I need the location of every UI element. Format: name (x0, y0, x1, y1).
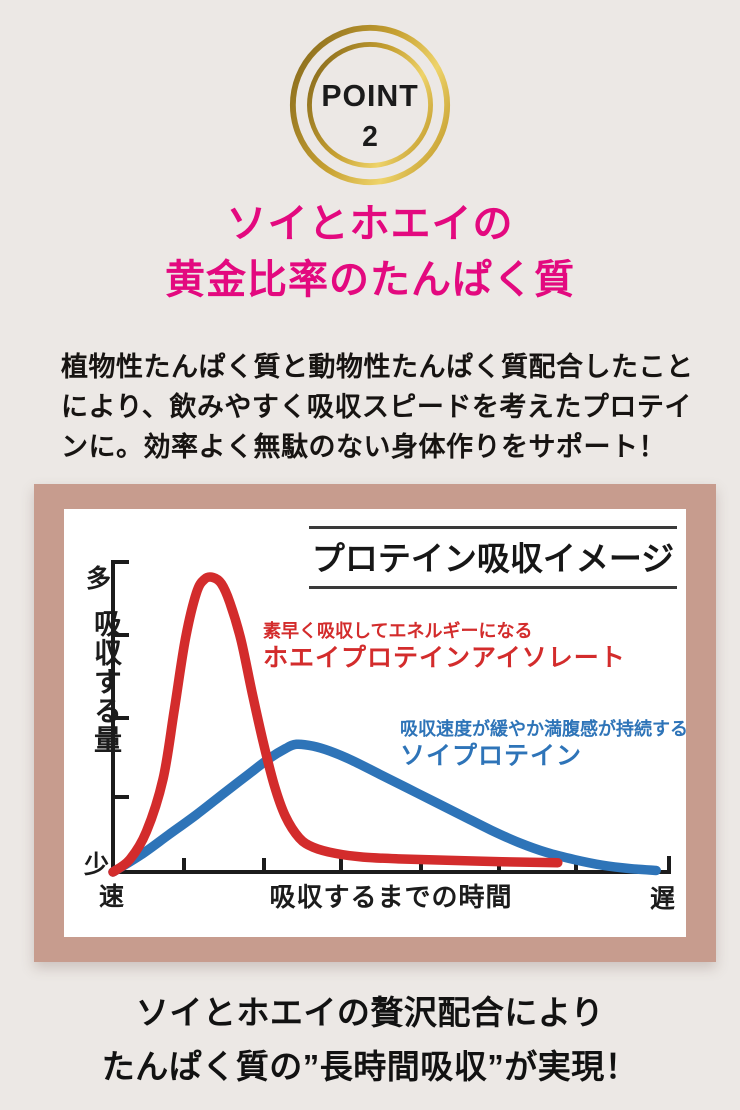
soy-series-name: ソイプロテイン (400, 742, 583, 770)
closing-statement: ソイとホエイの贅沢配合により たんぱく質の”長時間吸収”が実現！ (101, 994, 639, 1085)
badge-label: POINT (321, 80, 418, 113)
x-axis-title: 吸収するまでの時間 (269, 882, 513, 912)
whey-protein-curve (108, 572, 563, 877)
badge-inner-ring-icon (307, 42, 433, 168)
soy-annotation: 吸収速度が緩やか満腹感が持続する ソイプロテイン (400, 717, 688, 771)
absorption-chart: プロテイン吸収イメージ 素早く吸収してエネルギーになる ホエイプロテインアイソレ… (64, 509, 688, 937)
soy-caption: 吸収速度が緩やか満腹感が持続する (400, 719, 688, 739)
x-axis-right-label: 遅 (650, 885, 676, 913)
chart-plot (108, 560, 671, 877)
whey-series-name: ホエイプロテインアイソレート (263, 644, 626, 672)
soy-protein-curve (108, 739, 661, 877)
y-axis-top-label: 多 (86, 565, 112, 593)
y-axis-bottom-label: 少 (84, 851, 110, 879)
chart-frame: プロテイン吸収イメージ 素早く吸収してエネルギーになる ホエイプロテインアイソレ… (34, 484, 716, 962)
x-axis-left-label: 速 (99, 883, 125, 911)
whey-annotation: 素早く吸収してエネルギーになる ホエイプロテインアイソレート (263, 619, 626, 673)
chart-title: プロテイン吸収イメージ (309, 526, 677, 589)
badge-number: 2 (362, 120, 378, 152)
badge-outer-ring-icon (289, 24, 451, 186)
section-headline: ソイとホエイの 黄金比率のたんぱく質 (165, 202, 575, 302)
point-badge: POINT 2 (289, 24, 451, 186)
lead-paragraph: 植物性たんぱく質と動物性たんぱく質配合したこと により、飲みやすく吸収スピードを… (61, 352, 694, 462)
whey-caption: 素早く吸収してエネルギーになる (263, 621, 533, 641)
y-axis-title: 吸収する量 (91, 609, 122, 754)
